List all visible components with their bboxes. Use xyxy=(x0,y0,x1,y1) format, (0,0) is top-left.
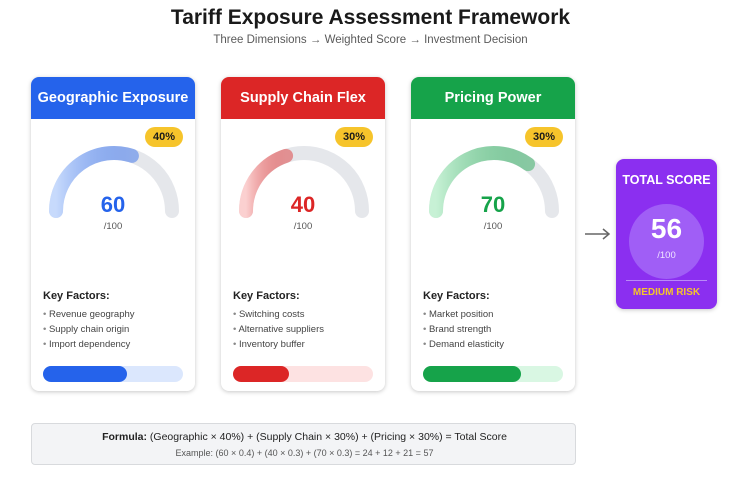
dimension-card-supply-chain: Supply Chain Flex 30% 40 /100 Key Factor… xyxy=(221,77,385,391)
gauge-fill-arc xyxy=(49,146,139,218)
dimension-card-pricing: Pricing Power 30% 70 /100 Key Factors: M… xyxy=(411,77,575,391)
card-header: Geographic Exposure xyxy=(31,77,195,119)
key-factor-item: Brand strength xyxy=(423,322,504,337)
score-value: 60 xyxy=(100,192,126,217)
risk-level-label: MEDIUM RISK xyxy=(632,287,701,298)
formula-label: Formula: xyxy=(102,431,147,443)
key-factor-item: Inventory buffer xyxy=(233,337,324,352)
total-score-max: /100 xyxy=(657,250,676,261)
score-gauge xyxy=(429,146,559,218)
score-bar-fill xyxy=(43,366,127,382)
key-factor-item: Alternative suppliers xyxy=(233,322,324,337)
gauge-fill-arc xyxy=(429,146,536,218)
score-gauge xyxy=(239,146,369,218)
gauge-fill-arc xyxy=(239,148,294,218)
key-factors-list: Market position Brand strength Demand el… xyxy=(423,307,504,352)
key-factors-list: Switching costs Alternative suppliers In… xyxy=(233,307,324,352)
score-max: /100 xyxy=(293,221,313,232)
score-gauge xyxy=(49,146,179,218)
key-factors-list: Revenue geography Supply chain origin Im… xyxy=(43,307,135,352)
score-max: /100 xyxy=(483,221,503,232)
score-max: /100 xyxy=(103,221,123,232)
total-score-title: TOTAL SCORE xyxy=(622,173,711,187)
key-factors-title: Key Factors: xyxy=(233,290,300,302)
key-factor-item: Market position xyxy=(423,307,504,322)
key-factor-item: Import dependency xyxy=(43,337,135,352)
score-value: 40 xyxy=(290,192,316,217)
score-bar-track xyxy=(43,366,183,382)
dimension-card-geographic: Geographic Exposure 40% 60 /100 Key Fact… xyxy=(31,77,195,391)
score-bar-track xyxy=(423,366,563,382)
weight-badge: 30% xyxy=(335,127,373,147)
key-factor-item: Switching costs xyxy=(233,307,324,322)
formula-line: Formula: (Geographic × 40%) + (Supply Ch… xyxy=(32,431,577,443)
formula-example: Example: (60 × 0.4) + (40 × 0.3) + (70 ×… xyxy=(175,448,434,458)
total-score-circle xyxy=(629,204,704,279)
card-header: Pricing Power xyxy=(411,77,575,119)
total-score-value: 56 xyxy=(650,213,683,244)
card-header: Supply Chain Flex xyxy=(221,77,385,119)
score-bar-fill xyxy=(233,366,289,382)
key-factors-title: Key Factors: xyxy=(423,290,490,302)
right-arrow-icon xyxy=(585,228,611,240)
weight-badge: 30% xyxy=(525,127,563,147)
weight-badge: 40% xyxy=(145,127,183,147)
page-title: Tariff Exposure Assessment Framework xyxy=(170,6,571,29)
formula-box: Formula: (Geographic × 40%) + (Supply Ch… xyxy=(31,423,576,465)
key-factor-item: Demand elasticity xyxy=(423,337,504,352)
key-factors-title: Key Factors: xyxy=(43,290,110,302)
page-subtitle: Three Dimensions → Weighted Score → Inve… xyxy=(213,34,528,46)
score-bar-track xyxy=(233,366,373,382)
score-bar-fill xyxy=(423,366,521,382)
formula-text: (Geographic × 40%) + (Supply Chain × 30%… xyxy=(149,431,507,443)
score-value: 70 xyxy=(480,192,506,217)
key-factor-item: Revenue geography xyxy=(43,307,135,322)
total-score-card: TOTAL SCORE 56 /100 MEDIUM RISK xyxy=(616,159,717,309)
divider xyxy=(626,280,707,281)
key-factor-item: Supply chain origin xyxy=(43,322,135,337)
